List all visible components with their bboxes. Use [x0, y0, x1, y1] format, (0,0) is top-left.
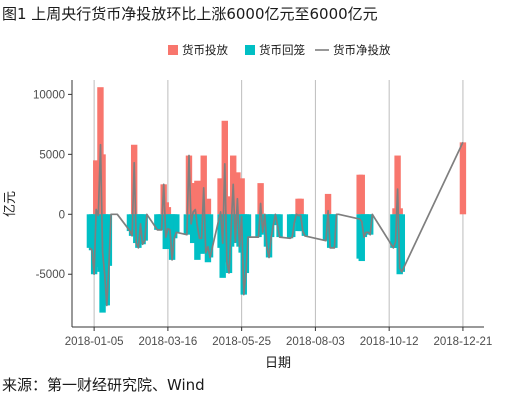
x-tick-label: 2018-12-21: [434, 336, 493, 348]
bar-withdrawal: [267, 214, 275, 238]
net-injection-line: [89, 141, 464, 307]
x-tick-label: 2018-08-03: [286, 336, 345, 348]
bar-withdrawal: [366, 214, 374, 235]
legend-key-injection: [168, 45, 178, 55]
bar-injection: [396, 208, 403, 215]
bar-withdrawal: [135, 214, 142, 248]
x-ticks: 2018-01-05 2018-03-16 2018-05-25 2018-08-03…: [65, 327, 493, 348]
x-tick-label: 2018-10-12: [360, 336, 419, 348]
bar-withdrawal: [289, 214, 296, 238]
bar-withdrawal: [331, 214, 338, 248]
bar-withdrawal: [242, 214, 250, 274]
bar-withdrawal: [206, 214, 214, 258]
bar-withdrawal: [270, 214, 277, 226]
source-note: 来源：第一财经研究院、Wind: [2, 376, 205, 394]
grid: [93, 80, 464, 327]
x-tick-label: 2018-05-25: [212, 336, 271, 348]
bar-injection: [204, 198, 212, 215]
bar-injection: [99, 154, 106, 215]
bar-withdrawal: [301, 214, 309, 236]
bar-injection: [297, 198, 304, 215]
bar-injection: [459, 142, 467, 215]
legend-label-net: 货币净投放: [333, 43, 391, 57]
bar-withdrawal: [173, 214, 180, 233]
bar-injection: [200, 155, 207, 215]
bar-withdrawal: [398, 214, 406, 272]
y-axis-title: 亿元: [3, 191, 18, 217]
chart-title: 图1 上周央行货币净投放环比上涨6000亿元至6000亿元: [2, 5, 378, 23]
y-ticks: -5000 0 5000 10000: [33, 89, 72, 281]
bar-withdrawal: [276, 214, 283, 238]
bar-withdrawal: [244, 214, 252, 238]
bar-withdrawal: [105, 214, 113, 266]
legend-label-withdrawal: 货币回笼: [259, 43, 305, 57]
x-axis-title: 日期: [265, 356, 291, 371]
bar-injection: [234, 172, 241, 215]
y-tick-label: 0: [59, 209, 65, 221]
y-tick-label: 5000: [39, 149, 65, 161]
legend-label-injection: 货币投放: [182, 43, 228, 57]
bar-injection: [257, 183, 264, 215]
legend: 货币投放 货币回笼 货币净投放: [168, 43, 391, 57]
y-tick-label: -5000: [36, 269, 65, 281]
bar-injection: [164, 207, 172, 215]
bar-withdrawal: [291, 214, 298, 223]
legend-key-withdrawal: [245, 45, 255, 55]
bar-injection: [238, 178, 245, 215]
x-tick-label: 2018-01-05: [65, 336, 124, 348]
bar-injection: [394, 155, 401, 215]
bar-withdrawal: [141, 214, 148, 241]
net-line: [89, 141, 464, 307]
bar-withdrawal: [358, 214, 365, 262]
bar-injection: [358, 174, 365, 215]
bar-injection: [194, 180, 201, 215]
bar-injection: [324, 193, 332, 215]
y-tick-label: 10000: [33, 89, 65, 101]
x-tick-label: 2018-03-16: [138, 336, 197, 348]
bars: [86, 87, 467, 313]
